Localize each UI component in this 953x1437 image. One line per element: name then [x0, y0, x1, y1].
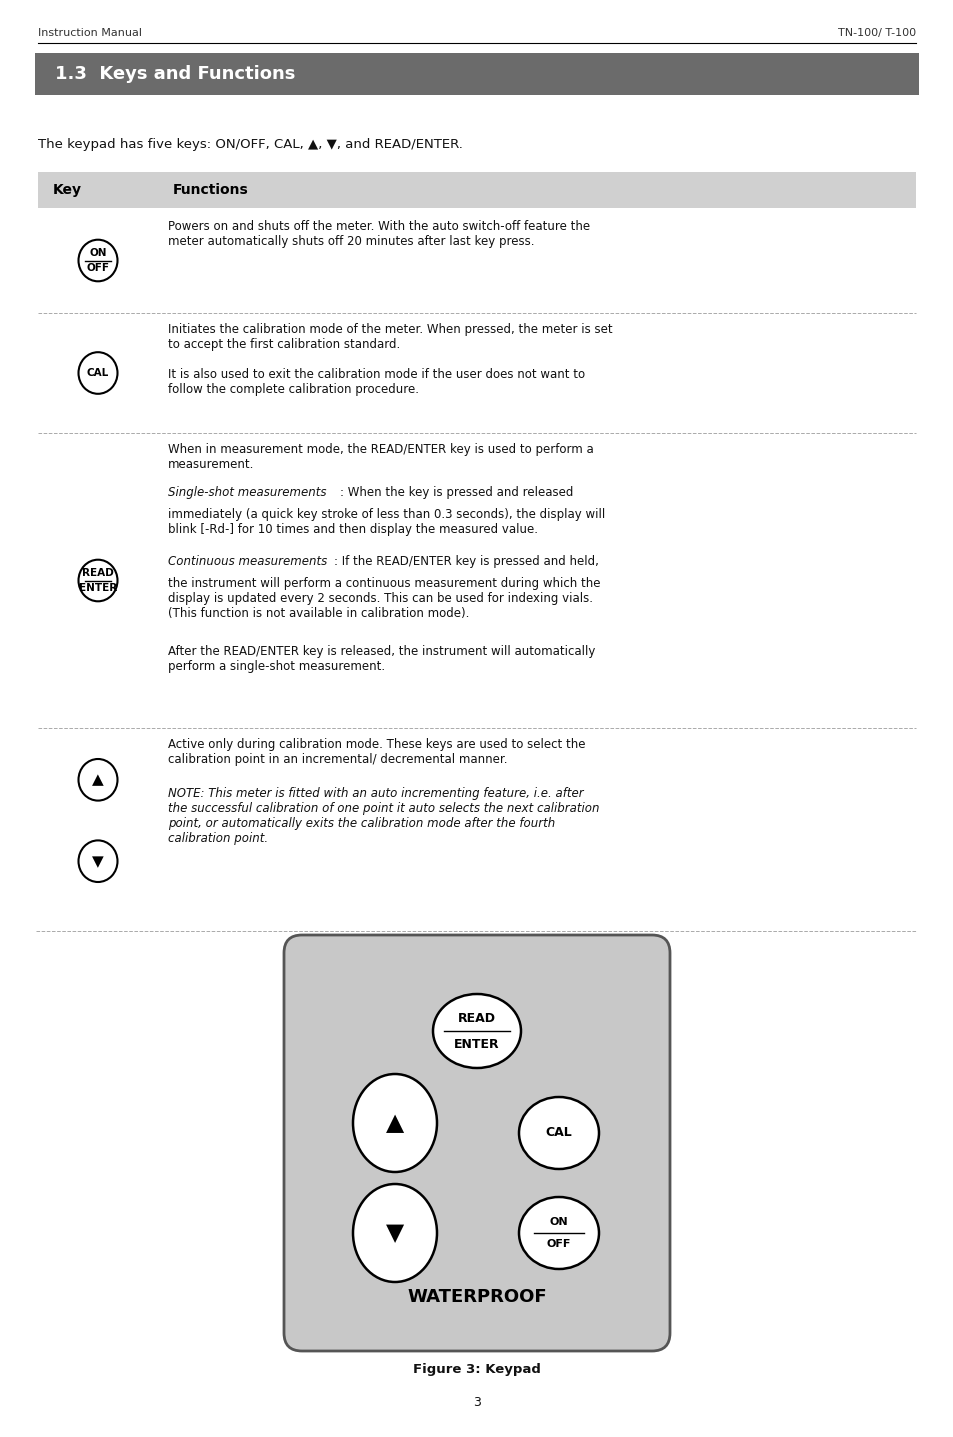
Text: READ: READ: [457, 1012, 496, 1025]
Text: : If the READ/ENTER key is pressed and held,: : If the READ/ENTER key is pressed and h…: [334, 555, 598, 568]
Text: OFF: OFF: [546, 1239, 571, 1249]
FancyBboxPatch shape: [284, 935, 669, 1351]
Text: CAL: CAL: [87, 368, 109, 378]
Text: Active only during calibration mode. These keys are used to select the
calibrati: Active only during calibration mode. The…: [168, 739, 585, 766]
Text: Single-shot measurements: Single-shot measurements: [168, 486, 326, 499]
Text: Initiates the calibration mode of the meter. When pressed, the meter is set
to a: Initiates the calibration mode of the me…: [168, 323, 612, 351]
Text: It is also used to exit the calibration mode if the user does not want to
follow: It is also used to exit the calibration …: [168, 368, 584, 397]
Text: ENTER: ENTER: [454, 1038, 499, 1050]
Text: ON: ON: [549, 1217, 568, 1227]
Text: ▲: ▲: [386, 1111, 404, 1135]
Text: ▼: ▼: [386, 1221, 404, 1244]
Ellipse shape: [518, 1197, 598, 1269]
Ellipse shape: [353, 1184, 436, 1282]
Ellipse shape: [518, 1096, 598, 1170]
Text: WATERPROOF: WATERPROOF: [407, 1288, 546, 1306]
Text: Figure 3: Keypad: Figure 3: Keypad: [413, 1364, 540, 1377]
Text: : When the key is pressed and released: : When the key is pressed and released: [339, 486, 573, 499]
Ellipse shape: [353, 1073, 436, 1173]
FancyBboxPatch shape: [38, 172, 915, 208]
Text: Continuous measurements: Continuous measurements: [168, 555, 327, 568]
Text: 1.3  Keys and Functions: 1.3 Keys and Functions: [55, 65, 295, 83]
Text: NOTE: This meter is fitted with an auto incrementing feature, i.e. after
the suc: NOTE: This meter is fitted with an auto …: [168, 787, 598, 845]
FancyBboxPatch shape: [35, 53, 918, 95]
Text: When in measurement mode, the READ/ENTER key is used to perform a
measurement.: When in measurement mode, the READ/ENTER…: [168, 443, 593, 471]
Text: ▲: ▲: [92, 772, 104, 787]
Text: Instruction Manual: Instruction Manual: [38, 27, 142, 37]
Text: the instrument will perform a continuous measurement during which the
display is: the instrument will perform a continuous…: [168, 578, 599, 619]
Text: ENTER: ENTER: [79, 583, 117, 593]
Text: READ: READ: [82, 568, 113, 578]
Text: ON: ON: [90, 249, 107, 259]
Text: Functions: Functions: [172, 182, 249, 197]
Text: Key: Key: [53, 182, 82, 197]
Text: Powers on and shuts off the meter. With the auto switch-off feature the
meter au: Powers on and shuts off the meter. With …: [168, 220, 590, 249]
Text: The keypad has five keys: ON/OFF, CAL, ▲, ▼, and READ/ENTER.: The keypad has five keys: ON/OFF, CAL, ▲…: [38, 138, 462, 151]
Ellipse shape: [433, 994, 520, 1068]
Text: immediately (a quick key stroke of less than 0.3 seconds), the display will
blin: immediately (a quick key stroke of less …: [168, 509, 604, 536]
Text: After the READ/ENTER key is released, the instrument will automatically
perform : After the READ/ENTER key is released, th…: [168, 645, 595, 673]
Text: OFF: OFF: [87, 263, 110, 273]
Text: 3: 3: [473, 1395, 480, 1408]
Text: TN-100/ T-100: TN-100/ T-100: [837, 27, 915, 37]
Text: ▼: ▼: [92, 854, 104, 869]
Text: CAL: CAL: [545, 1127, 572, 1140]
